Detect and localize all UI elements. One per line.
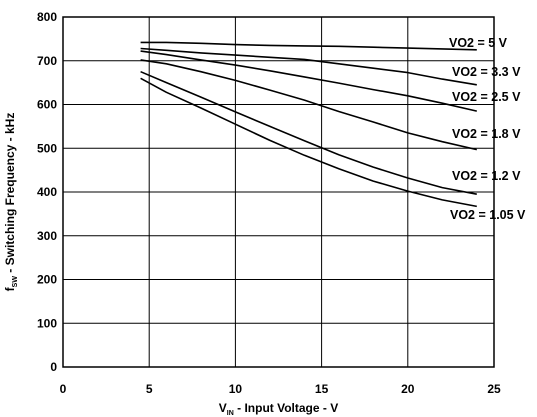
x-tick-label: 10 xyxy=(229,382,243,396)
grid xyxy=(63,17,494,367)
series-label: VO2 = 5 V xyxy=(449,36,508,50)
series-line xyxy=(141,49,477,85)
y-axis-title: fSW - Switching Frequency - kHz xyxy=(3,113,19,292)
y-tick-label: 600 xyxy=(37,98,57,112)
series-lines xyxy=(141,42,477,206)
y-tick-label: 800 xyxy=(37,10,57,24)
y-tick-label: 200 xyxy=(37,273,57,287)
y-tick-label: 500 xyxy=(37,141,57,155)
x-tick-label: 15 xyxy=(315,382,329,396)
x-tick-label: 0 xyxy=(60,382,67,396)
series-line xyxy=(141,42,477,49)
x-tick-label: 5 xyxy=(146,382,153,396)
y-tick-label: 400 xyxy=(37,185,57,199)
x-tick-labels: 0 5 10 15 20 25 xyxy=(60,382,501,396)
x-tick-label: 20 xyxy=(401,382,415,396)
series-label: VO2 = 2.5 V xyxy=(452,90,521,104)
series-label: VO2 = 1.05 V xyxy=(450,208,526,222)
y-tick-label: 700 xyxy=(37,54,57,68)
series-label: VO2 = 3.3 V xyxy=(452,65,521,79)
series-label: VO2 = 1.2 V xyxy=(452,169,521,183)
y-tick-label: 0 xyxy=(50,360,57,374)
y-tick-label: 100 xyxy=(37,316,57,330)
series-line xyxy=(141,72,477,195)
x-axis-title: VIN - Input Voltage - V xyxy=(219,401,338,417)
y-tick-label: 300 xyxy=(37,229,57,243)
series-labels: VO2 = 5 V VO2 = 3.3 V VO2 = 2.5 V VO2 = 1.8… xyxy=(449,36,526,222)
x-tick-label: 25 xyxy=(487,382,501,396)
y-tick-labels: 0 100 200 300 400 500 600 700 800 xyxy=(37,10,57,374)
series-label: VO2 = 1.8 V xyxy=(452,127,521,141)
